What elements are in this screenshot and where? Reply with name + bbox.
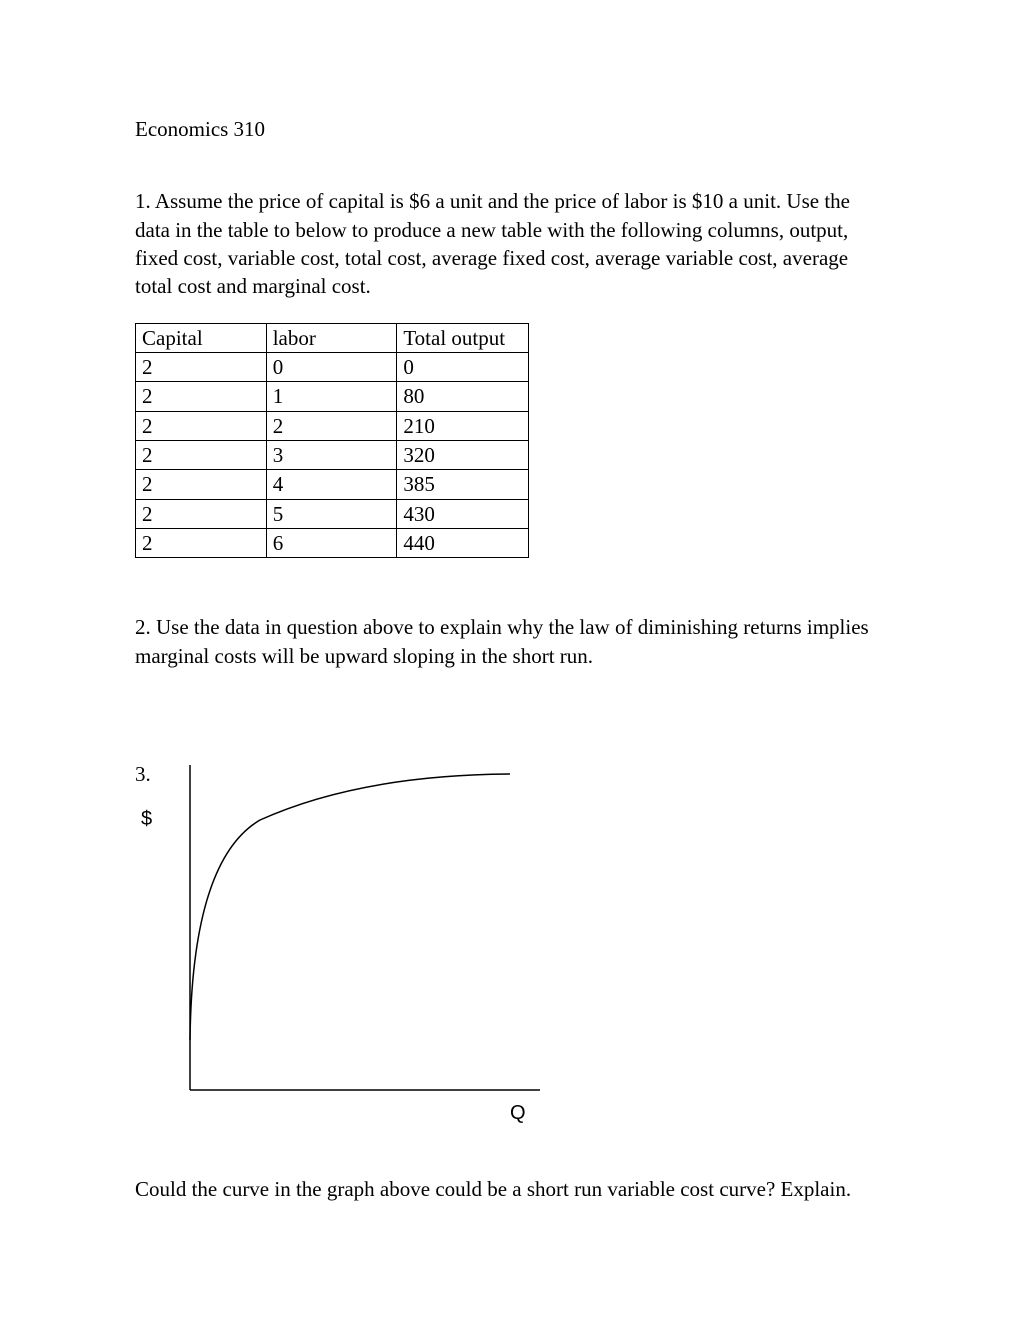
table-cell: 385 — [397, 470, 529, 499]
table-cell: 3 — [266, 441, 397, 470]
table-header-cell: labor — [266, 323, 397, 352]
table-cell: 2 — [136, 382, 267, 411]
table-cell: 0 — [266, 353, 397, 382]
table-cell: 2 — [136, 441, 267, 470]
table-cell: 2 — [136, 411, 267, 440]
question-3-text: Could the curve in the graph above could… — [135, 1175, 885, 1203]
table-cell: 5 — [266, 499, 397, 528]
table-row: 2 6 440 — [136, 529, 529, 558]
production-table: Capital labor Total output 2 0 0 2 1 80 … — [135, 323, 529, 559]
table-cell: 210 — [397, 411, 529, 440]
table-cell: 2 — [136, 499, 267, 528]
table-cell: 430 — [397, 499, 529, 528]
table-header-cell: Capital — [136, 323, 267, 352]
table-cell: 440 — [397, 529, 529, 558]
table-cell: 6 — [266, 529, 397, 558]
table-row: 2 2 210 — [136, 411, 529, 440]
y-axis-label: $ — [141, 806, 152, 833]
table-cell: 2 — [136, 353, 267, 382]
table-row: 2 0 0 — [136, 353, 529, 382]
cost-curve — [190, 774, 510, 1040]
table-row: 2 1 80 — [136, 382, 529, 411]
table-row: 2 3 320 — [136, 441, 529, 470]
question-3-container: 3. $ Q — [135, 760, 885, 1150]
table-cell: 4 — [266, 470, 397, 499]
x-axis-label: Q — [510, 1100, 526, 1127]
table-cell: 2 — [136, 470, 267, 499]
table-cell: 1 — [266, 382, 397, 411]
table-cell: 2 — [266, 411, 397, 440]
table-row: 2 5 430 — [136, 499, 529, 528]
table-row: 2 4 385 — [136, 470, 529, 499]
question-3-label: 3. — [135, 760, 151, 788]
cost-curve-chart — [180, 760, 550, 1100]
table-cell: 2 — [136, 529, 267, 558]
question-1-text: 1. Assume the price of capital is $6 a u… — [135, 187, 885, 300]
course-title: Economics 310 — [135, 115, 885, 143]
table-cell: 320 — [397, 441, 529, 470]
table-cell: 80 — [397, 382, 529, 411]
table-header-cell: Total output — [397, 323, 529, 352]
question-2-text: 2. Use the data in question above to exp… — [135, 613, 885, 670]
table-cell: 0 — [397, 353, 529, 382]
table-header-row: Capital labor Total output — [136, 323, 529, 352]
